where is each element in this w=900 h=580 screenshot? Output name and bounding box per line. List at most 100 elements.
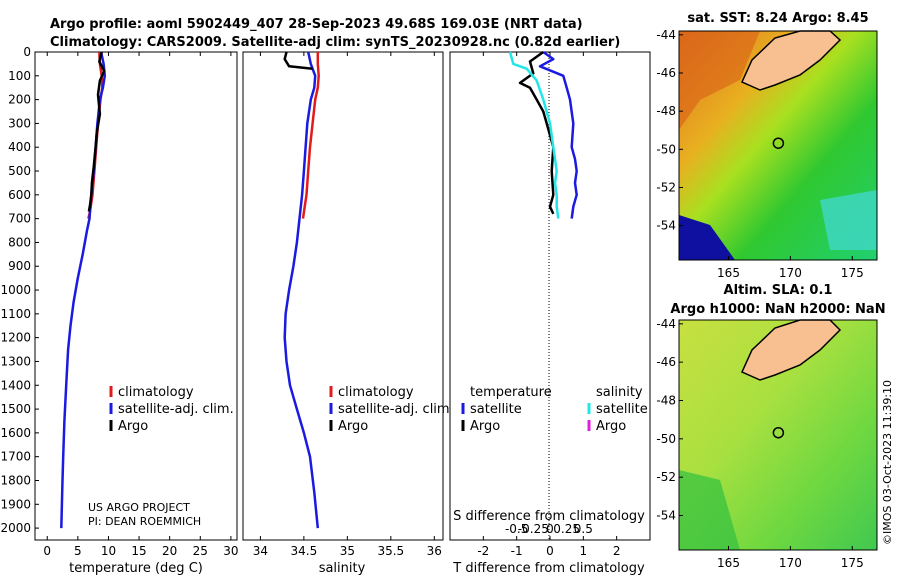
y-tick-label: 500 (8, 164, 31, 178)
y-tick-label: 1600 (0, 426, 31, 440)
x-tick-label: 20 (162, 544, 177, 558)
y-tick-label: 300 (8, 116, 31, 130)
series-salinity-satellite (508, 51, 560, 219)
argo-position-marker (772, 426, 785, 439)
legend-satellite-label: satellite-adj. clim. (338, 402, 454, 417)
salinity-panel: 34 34.5 35 35.5 36 salinity climatology sate… (242, 51, 454, 576)
y-tick-label: 900 (8, 259, 31, 273)
sla-map-frame (678, 319, 878, 551)
x-tick-label: 35 (340, 544, 355, 558)
legend-climatology-label: climatology (338, 385, 414, 400)
map-x-tick-label: 165 (717, 266, 740, 280)
argo-position-marker (772, 137, 785, 149)
difference-legend: temperature salinity satellite Argo sate… (461, 385, 648, 434)
y-tick-label: 400 (8, 140, 31, 154)
sla-map-subtitle: Argo h1000: NaN h2000: NaN (670, 302, 885, 317)
sst-warm-region (679, 31, 760, 130)
pi-annotation: PI: DEAN ROEMMICH (88, 515, 201, 528)
map-y-tick-label: -48 (656, 104, 676, 118)
header-title-line1: Argo profile: aoml 5902449_407 28-Sep-20… (50, 17, 583, 32)
sst-map-panel: sat. SST: 8.24 Argo: 8.45 165 170 175 -44 -… (656, 11, 878, 280)
sla-map-title: Altim. SLA: 0.1 (724, 283, 833, 298)
x-tick-label: 2 (613, 544, 621, 558)
series-satellite-adj-clim (60, 51, 107, 529)
series-argo (283, 51, 313, 70)
map-y-tick-label: -46 (656, 66, 676, 80)
temperature-xlabel: temperature (deg C) (69, 561, 203, 576)
sla-map-panel: Altim. SLA: 0.1 Argo h1000: NaN h2000: N… (656, 283, 885, 570)
x-tick-label: 25 (193, 544, 208, 558)
map-y-tick-label: -52 (656, 470, 676, 484)
x-tick-label: 15 (131, 544, 146, 558)
y-tick-label: 1100 (0, 307, 31, 321)
legend-sal-satellite-label: satellite (596, 402, 648, 417)
map-x-tick-label: 175 (841, 556, 864, 570)
t-difference-xlabel: T difference from climatology (452, 561, 645, 576)
x-tick-label: 0 (43, 544, 51, 558)
x-tick-label: 0 (546, 544, 554, 558)
temperature-panel: 0 100 200 300 400 500 600 700 800 900 1000 1100 1200… (0, 45, 454, 576)
map-x-tick-label: 175 (841, 266, 864, 280)
map-y-tick-label: -54 (656, 219, 676, 233)
sst-map-frame (678, 30, 878, 261)
map-y-tick-label: -50 (656, 432, 676, 446)
x-tick-label: 36 (427, 544, 442, 558)
x-tick-label: 5 (74, 544, 82, 558)
series-argo (87, 51, 106, 212)
y-tick-label: 1800 (0, 473, 31, 487)
map-y-tick-label: -44 (656, 317, 676, 331)
x-tick-label: 34.5 (291, 544, 318, 558)
s-tick-label: 0.25 (553, 522, 580, 536)
map-y-tick-label: -44 (656, 28, 676, 42)
y-tick-label: 1300 (0, 354, 31, 368)
x-tick-label: 35.5 (377, 544, 404, 558)
sst-cold-region (679, 215, 735, 260)
salinity-legend: climatology satellite-adj. clim. Argo (329, 385, 454, 434)
map-x-tick-label: 165 (717, 556, 740, 570)
y-tick-label: 800 (8, 235, 31, 249)
y-tick-label: 2000 (0, 521, 31, 535)
y-tick-label: 1400 (0, 378, 31, 392)
header-title-line2: Climatology: CARS2009. Satellite-adj cli… (50, 35, 620, 50)
s-difference-xlabel: S difference from climatology (453, 509, 645, 524)
s-tick-label: -0.5 (505, 522, 528, 536)
x-tick-label: 34 (253, 544, 268, 558)
map-y-tick-label: -48 (656, 394, 676, 408)
temperature-legend: climatology satellite-adj. clim. Argo (109, 385, 234, 434)
new-zealand-land (741, 30, 842, 91)
y-tick-label: 600 (8, 188, 31, 202)
legend-temperature-header: temperature (470, 385, 552, 400)
y-tick-label: 1200 (0, 331, 31, 345)
x-tick-label: -1 (511, 544, 523, 558)
map-y-tick-label: -54 (656, 509, 676, 523)
y-tick-label: 1000 (0, 283, 31, 297)
salinity-xlabel: salinity (319, 561, 366, 576)
sst-map-title: sat. SST: 8.24 Argo: 8.45 (687, 11, 868, 26)
y-tick-label: 100 (8, 69, 31, 83)
y-tick-label: 200 (8, 93, 31, 107)
map-y-tick-label: -52 (656, 180, 676, 194)
legend-argo-label: Argo (338, 419, 368, 434)
temperature-axes-box (34, 51, 238, 541)
s-tick-label: -0.25 (518, 522, 549, 536)
x-tick-label: 30 (223, 544, 238, 558)
series-satellite-adj-clim (283, 51, 320, 529)
new-zealand-land (741, 319, 842, 381)
x-tick-label: 10 (101, 544, 116, 558)
y-tick-label: 1500 (0, 402, 31, 416)
y-tick-label: 1900 (0, 497, 31, 511)
project-annotation: US ARGO PROJECT (88, 501, 190, 514)
map-x-tick-label: 170 (779, 556, 802, 570)
legend-temp-satellite-label: satellite (470, 402, 522, 417)
series-temperature-satellite (538, 50, 578, 219)
s-tick-label: 0.5 (574, 522, 593, 536)
legend-argo-label: Argo (118, 419, 148, 434)
imos-stamp: ©IMOS 03-Oct-2023 11:39:10 (881, 380, 894, 545)
map-y-tick-label: -46 (656, 355, 676, 369)
legend-sal-argo-label: Argo (596, 419, 626, 434)
s-tick-label: 0 (546, 522, 554, 536)
legend-salinity-header: salinity (596, 385, 643, 400)
y-tick-label: 700 (8, 212, 31, 226)
series-climatology (301, 52, 320, 219)
